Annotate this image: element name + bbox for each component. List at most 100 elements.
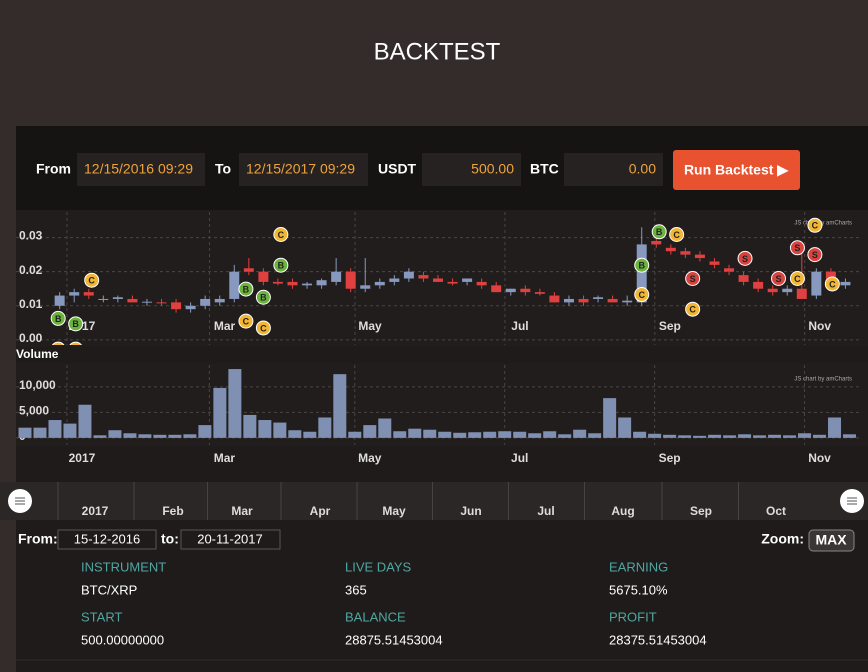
volume-bar [558, 434, 572, 438]
navigator-label: Jul [537, 504, 554, 518]
candle-body [54, 295, 65, 306]
candle-body [651, 240, 662, 245]
volume-bar [528, 433, 542, 438]
volume-bar [663, 434, 677, 438]
signal-marker [685, 301, 701, 317]
from-input[interactable] [77, 153, 205, 186]
signal-marker [789, 271, 805, 286]
candle-body [69, 292, 80, 296]
signal-label: C [638, 290, 645, 300]
volume-bar [168, 434, 182, 438]
volume-bar [273, 422, 287, 438]
volume-bar [378, 418, 392, 438]
candle-body [578, 298, 589, 303]
volume-bar [108, 430, 122, 438]
volume-bar [738, 434, 752, 438]
price-plot: CBCBCBCCBBCBBCBCSCSSSSCCC [50, 217, 851, 345]
candle-body [593, 297, 604, 299]
volume-bar [63, 423, 77, 438]
y-tick-label: 5,000 [19, 404, 49, 418]
range-to-value: 20-11-2017 [197, 531, 263, 546]
candle-body [389, 278, 400, 282]
candle-body [767, 288, 778, 293]
btc-input[interactable] [564, 153, 663, 186]
volume-bar [603, 398, 617, 438]
to-input[interactable] [239, 153, 368, 186]
signal-label: C [88, 276, 95, 286]
stat-value: BTC/XRP [81, 582, 137, 597]
signal-marker [737, 250, 753, 266]
candle-body [185, 305, 196, 310]
signal-marker [255, 289, 271, 305]
page-title: BACKTEST [374, 38, 501, 65]
volume-bar [618, 417, 632, 438]
navigator-label: Sep [690, 504, 712, 518]
x-tick-label: Sep [659, 451, 681, 465]
volume-plot [18, 369, 857, 438]
candle-body [811, 271, 822, 296]
to-label: To [215, 161, 231, 177]
volume-bar [453, 432, 467, 438]
usdt-input[interactable] [422, 153, 521, 186]
signal-marker [273, 227, 289, 243]
volume-bar [48, 420, 62, 438]
candle-body [272, 281, 283, 284]
usdt-value: 500.00 [471, 161, 514, 177]
stat-label: INSTRUMENT [81, 559, 166, 574]
x-tick-label: Mar [214, 451, 236, 465]
volume-bar [798, 433, 812, 438]
volume-bar [753, 435, 767, 438]
signal-marker [634, 257, 650, 273]
zoom-max-button[interactable] [808, 529, 855, 552]
volume-bar [648, 433, 662, 438]
volume-bar [708, 434, 722, 438]
candle-body [709, 261, 720, 265]
navigator[interactable] [0, 482, 868, 520]
x-tick-label: Nov [808, 451, 831, 465]
signal-marker [771, 271, 787, 286]
usdt-label: USDT [378, 161, 417, 177]
candle-body [534, 292, 545, 294]
volume-bar [768, 434, 782, 438]
candle-body [403, 271, 414, 279]
volume-credit: JS chart by amCharts [794, 377, 852, 383]
x-tick-label: May [358, 451, 382, 465]
range-from-input[interactable] [57, 529, 157, 550]
x-tick-label: Nov [808, 319, 831, 333]
x-tick-label: Mar [214, 319, 236, 333]
stat-label: PROFIT [609, 609, 657, 624]
range-from-label: From: [18, 531, 58, 547]
candle-body [345, 271, 356, 289]
handle-grip [15, 497, 25, 505]
signal-label: C [673, 230, 680, 240]
range-to-input[interactable] [180, 529, 281, 550]
volume-bar [468, 432, 482, 438]
signal-label: S [690, 274, 696, 284]
x-tick-label: May [358, 319, 382, 333]
stat-label: EARNING [609, 559, 668, 574]
signal-marker [685, 271, 701, 286]
candle-body [753, 281, 764, 289]
to-value: 12/15/2017 09:29 [246, 161, 355, 177]
stat-value: 365 [345, 582, 367, 597]
navigator-label: Mar [231, 504, 253, 518]
price-grid: 0.000.010.020.032017MarMayJulSepNov [16, 212, 860, 345]
signal-label: B [72, 319, 79, 329]
volume-bar [813, 434, 827, 438]
candle-body [520, 288, 531, 293]
x-tick-label: 2017 [69, 451, 96, 465]
navigator-label: Apr [310, 504, 331, 518]
signal-marker [238, 281, 254, 297]
run-button[interactable] [673, 150, 800, 190]
candle-body [156, 302, 167, 304]
signal-label: C [260, 323, 267, 333]
signal-marker [84, 272, 100, 288]
candle-body [694, 254, 705, 259]
signal-label: C [243, 317, 250, 327]
volume-bar [723, 435, 737, 438]
candle-body [433, 278, 443, 282]
run-button-label: Run Backtest ▶ [684, 162, 789, 178]
candle-body [738, 275, 749, 282]
volume-bar [438, 431, 452, 438]
signal-label: C [829, 279, 836, 289]
